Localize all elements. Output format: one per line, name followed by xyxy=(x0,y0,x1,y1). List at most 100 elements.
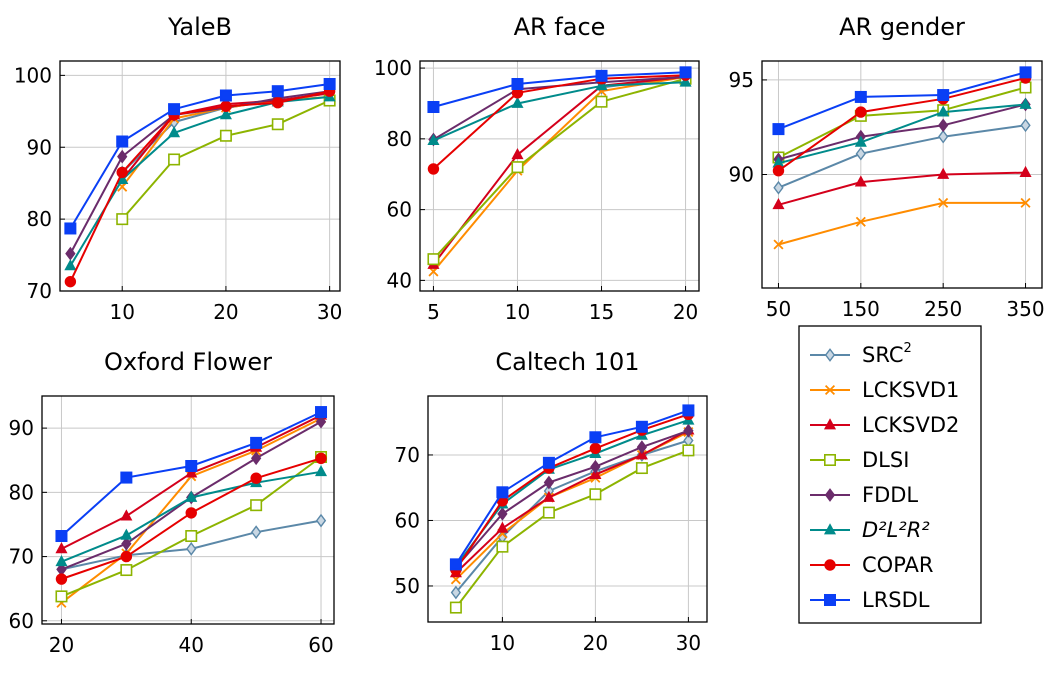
chart-title: AR gender xyxy=(839,13,965,41)
series-line xyxy=(778,103,1026,161)
plot-frame xyxy=(427,395,708,623)
data-point xyxy=(55,554,68,567)
data-point xyxy=(511,161,524,174)
x-tick-label: 150 xyxy=(842,297,880,321)
series-lrsdl xyxy=(55,406,328,543)
y-tick-label: 80 xyxy=(387,127,412,151)
data-point xyxy=(543,475,555,490)
series-line xyxy=(69,90,330,283)
legend-item-copar: COPAR xyxy=(810,553,933,577)
chart-title: Oxford Flower xyxy=(104,348,272,376)
series-lrsdl xyxy=(427,66,692,114)
legend-item-lcksvd2: LCKSVD2 xyxy=(810,413,959,437)
data-point xyxy=(185,466,198,478)
legend-label: LCKSVD2 xyxy=(862,413,959,437)
series-line xyxy=(778,201,1026,246)
data-point xyxy=(323,78,336,91)
legend-marker xyxy=(823,593,836,606)
y-tick-label: 90 xyxy=(27,135,52,159)
y-tick-label: 90 xyxy=(9,416,34,440)
data-point xyxy=(219,108,232,120)
series-line xyxy=(433,71,686,108)
series-lcksvd2 xyxy=(772,165,1032,210)
x-tick-label: 5 xyxy=(427,300,440,324)
y-tick-label: 95 xyxy=(729,68,754,92)
series-line xyxy=(455,449,689,609)
data-point xyxy=(589,442,602,455)
data-point xyxy=(250,525,262,540)
y-tick-label: 80 xyxy=(27,207,52,231)
series-src2 xyxy=(773,118,1031,195)
data-point xyxy=(186,541,197,556)
series-lrsdl xyxy=(772,66,1032,136)
x-tick-label: 60 xyxy=(308,633,333,657)
data-point xyxy=(1019,81,1032,94)
data-point xyxy=(855,106,867,118)
data-point xyxy=(64,222,77,235)
x-tick-label: 20 xyxy=(49,633,74,657)
y-tick-label: 90 xyxy=(729,163,754,187)
series-d2l2r2 xyxy=(64,90,336,271)
series-d2l2r2 xyxy=(55,465,328,567)
series-line xyxy=(432,74,686,170)
data-point xyxy=(116,166,128,179)
data-point xyxy=(772,123,785,136)
series-line xyxy=(432,75,686,266)
legend-marker xyxy=(823,418,837,430)
series-line xyxy=(455,409,689,565)
data-point xyxy=(682,444,695,457)
data-point xyxy=(1019,165,1032,178)
legend-marker xyxy=(823,523,837,535)
series-line xyxy=(778,71,1026,131)
series-line xyxy=(432,77,686,260)
data-point xyxy=(427,133,440,146)
series-line xyxy=(69,83,330,230)
data-point xyxy=(682,404,695,417)
legend-box xyxy=(798,325,982,624)
series-lcksvd2 xyxy=(427,70,692,269)
series-dlsi xyxy=(427,72,692,266)
data-point xyxy=(219,129,232,142)
data-point xyxy=(773,239,784,250)
data-point xyxy=(937,89,950,102)
legend-marker xyxy=(824,348,836,362)
legend-item-lcksvd1: LCKSVD1 xyxy=(810,378,959,402)
series-d2l2r2 xyxy=(427,75,692,146)
y-tick-label: 70 xyxy=(9,545,34,569)
data-point xyxy=(511,78,524,91)
data-point xyxy=(220,100,232,112)
data-point xyxy=(116,213,129,226)
y-tick-label: 40 xyxy=(387,268,412,292)
data-point xyxy=(185,490,198,502)
legend-marker xyxy=(823,453,836,466)
legend-item-lrsdl: LRSDL xyxy=(810,588,930,612)
data-point xyxy=(542,456,555,469)
series-line xyxy=(455,413,689,571)
series-line xyxy=(778,124,1026,189)
data-point xyxy=(55,590,68,603)
data-point xyxy=(855,216,866,227)
data-point xyxy=(315,452,327,464)
y-tick-label: 80 xyxy=(9,480,34,504)
series-line xyxy=(455,419,689,567)
data-point xyxy=(635,420,648,433)
data-point xyxy=(772,198,785,210)
x-tick-label: 20 xyxy=(673,300,698,324)
x-tick-label: 250 xyxy=(924,297,962,321)
x-tick-label: 10 xyxy=(109,300,134,324)
data-point xyxy=(120,509,133,521)
legend-label: LRSDL xyxy=(862,588,930,612)
data-point xyxy=(250,472,262,484)
data-point xyxy=(120,564,133,577)
data-point xyxy=(496,540,509,553)
data-point xyxy=(511,148,524,160)
data-point xyxy=(590,459,601,474)
legend-label: FDDL xyxy=(862,483,918,507)
series-lcksvd1 xyxy=(773,197,1031,250)
data-point xyxy=(1020,118,1031,133)
series-line xyxy=(455,431,689,581)
legend-marker xyxy=(824,384,836,396)
legend-label: COPAR xyxy=(862,553,933,577)
data-point xyxy=(496,521,509,533)
data-point xyxy=(589,488,602,501)
